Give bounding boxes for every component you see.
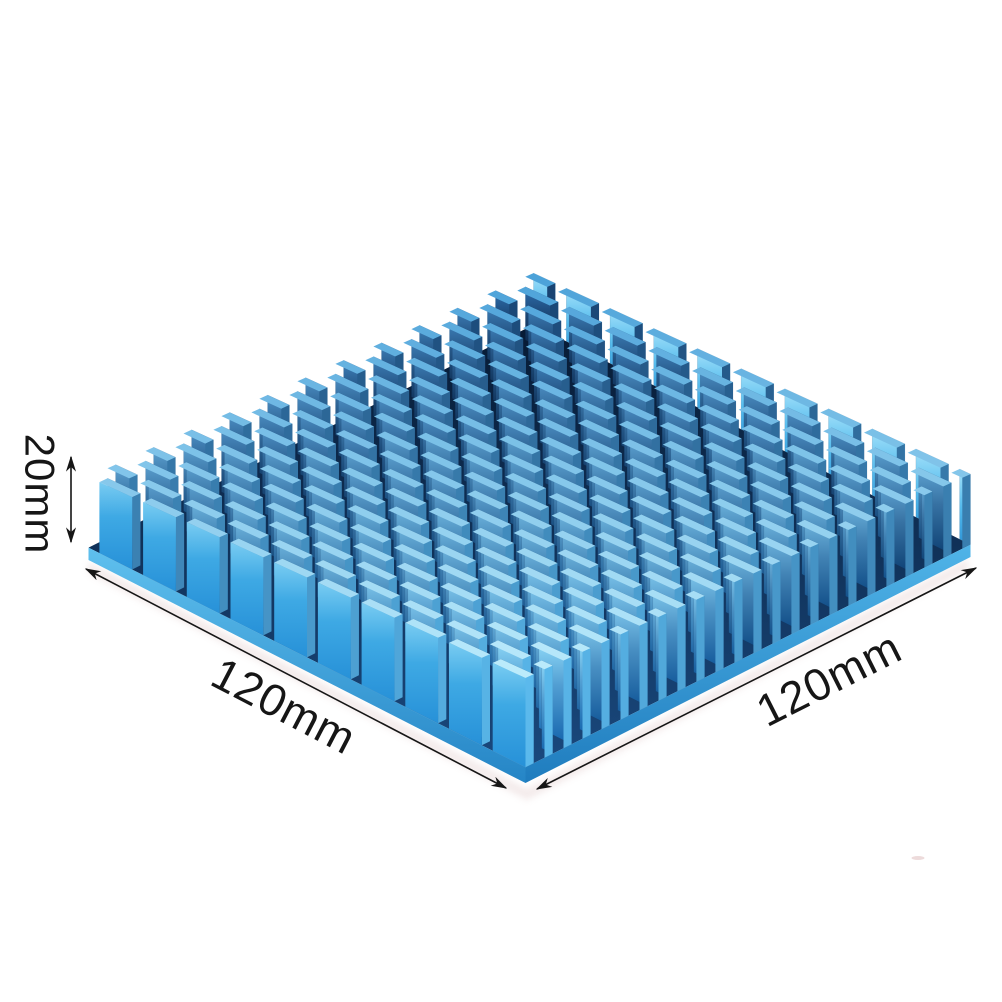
watermark-artifact: [911, 856, 925, 860]
height-dimension-label: 20mm: [17, 434, 64, 555]
width-right-dimension-arrow: [535, 567, 978, 790]
heatsink: [88, 272, 971, 783]
height-dimension: 20mm: [17, 434, 77, 555]
width-left-dimension-arrow: [84, 568, 508, 789]
